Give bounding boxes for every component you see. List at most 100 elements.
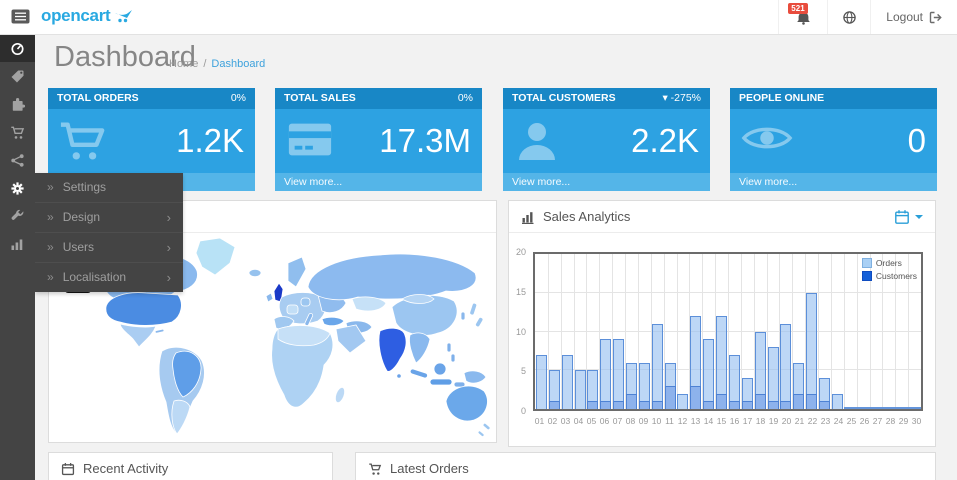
- bar-orders: [728, 354, 740, 409]
- gridline: [908, 254, 910, 409]
- bar-orders: [767, 347, 779, 409]
- view-more-link[interactable]: View more...: [503, 173, 710, 191]
- bar-orders: [741, 378, 753, 409]
- sidebar-item-extensions[interactable]: [0, 90, 35, 118]
- globe-icon: [843, 10, 856, 24]
- opencart-logo[interactable]: opencart: [41, 6, 134, 26]
- bar-orders: [754, 331, 766, 409]
- collapse-menu-icon[interactable]: [11, 9, 30, 24]
- bar-customers: [600, 401, 612, 409]
- cart-icon: [369, 462, 382, 475]
- view-more-link[interactable]: View more...: [275, 173, 482, 191]
- bar-orders: [600, 339, 612, 409]
- bar-orders: [613, 339, 625, 409]
- bar-orders: [677, 393, 689, 409]
- gridline: [895, 254, 897, 409]
- sidebar-item-tools[interactable]: [0, 202, 35, 230]
- x-tick-label: 30: [911, 416, 922, 426]
- menu-item-users[interactable]: » Users ›: [35, 233, 183, 263]
- gridline: [830, 254, 832, 409]
- y-tick-label: 10: [515, 326, 526, 337]
- x-tick-label: 09: [638, 416, 649, 426]
- bar-customers: [780, 401, 792, 409]
- logout-button[interactable]: Logout: [870, 0, 957, 34]
- bar-customers: [651, 401, 663, 409]
- sidebar-item-dashboard[interactable]: [0, 34, 35, 62]
- gridline: [535, 369, 921, 371]
- tile-title: TOTAL SALES: [284, 92, 356, 104]
- sales-analytics-panel: Sales Analytics 0 5 10 15 20 Orders: [508, 200, 936, 447]
- date-range-button[interactable]: [894, 209, 923, 225]
- bar-customers: [806, 393, 818, 409]
- sidebar-item-marketing[interactable]: [0, 146, 35, 174]
- menu-item-label: Settings: [62, 180, 107, 194]
- menu-item-design[interactable]: » Design ›: [35, 203, 183, 233]
- sidebar-item-system[interactable]: [0, 174, 35, 202]
- tile-percent: 0%: [230, 92, 246, 104]
- x-tick-label: 29: [898, 416, 909, 426]
- sidebar-item-reports[interactable]: [0, 230, 35, 258]
- menu-item-settings[interactable]: » Settings: [35, 173, 183, 203]
- gridline: [702, 254, 704, 409]
- menu-item-localisation[interactable]: » Localisation ›: [35, 263, 183, 292]
- stores-button[interactable]: [827, 0, 870, 34]
- x-tick-label: 18: [755, 416, 766, 426]
- x-tick-label: 05: [586, 416, 597, 426]
- tag-icon: [11, 70, 24, 82]
- gridline: [843, 254, 845, 409]
- tile-percent-down: ▾ -275%: [662, 92, 701, 104]
- system-flyout-menu: » Settings » Design › » Users › » Locali…: [35, 173, 183, 292]
- tile-value: 2.2K: [631, 122, 699, 159]
- double-chevron-icon: »: [47, 270, 54, 284]
- bar-orders: [780, 323, 792, 409]
- bar-orders: [716, 316, 728, 409]
- puzzle-icon: [12, 97, 25, 111]
- x-tick-label: 15: [716, 416, 727, 426]
- chevron-right-icon: ›: [166, 240, 171, 255]
- top-bar-actions: 521 Logout: [778, 0, 957, 34]
- tile-total-customers: TOTAL CUSTOMERS ▾ -275% 2.2K View more..…: [503, 88, 710, 191]
- x-tick-label: 01: [534, 416, 545, 426]
- bar-zero: [882, 407, 896, 409]
- notification-count-badge: 521: [788, 3, 808, 14]
- gridline: [689, 254, 691, 409]
- calendar-icon: [895, 209, 909, 224]
- gridline: [663, 254, 665, 409]
- breadcrumb-current[interactable]: Dashboard: [211, 58, 266, 70]
- x-axis-labels: 01 02 03 04 05 06 07 08 09 10 11 12 13 14 15 16 17 18 19 20…: [533, 416, 923, 426]
- chevron-right-icon: ›: [166, 270, 171, 285]
- gridline: [637, 254, 639, 409]
- bar-customers: [664, 385, 676, 409]
- x-tick-label: 19: [768, 416, 779, 426]
- double-chevron-icon: »: [47, 240, 54, 254]
- x-tick-label: 02: [547, 416, 558, 426]
- gridline: [625, 254, 627, 409]
- x-tick-label: 12: [677, 416, 688, 426]
- notifications-button[interactable]: 521: [778, 0, 827, 34]
- bar-customers: [818, 401, 831, 409]
- sidebar-item-sales[interactable]: [0, 118, 35, 146]
- menu-item-label: Localisation: [62, 270, 127, 284]
- tile-title: TOTAL ORDERS: [57, 92, 139, 104]
- cart-icon: [11, 126, 25, 139]
- gridline: [869, 254, 871, 409]
- gridline: [612, 254, 614, 409]
- gridline: [740, 254, 742, 409]
- x-tick-label: 06: [599, 416, 610, 426]
- tile-people-online: PEOPLE ONLINE 0 View more...: [730, 88, 937, 191]
- world-map-panel-header: [49, 201, 496, 233]
- tile-title: PEOPLE ONLINE: [739, 92, 825, 104]
- bar-customers: [690, 385, 702, 409]
- y-tick-label: 0: [520, 406, 526, 416]
- gear-icon: [11, 181, 24, 195]
- bar-customers: [703, 401, 715, 409]
- gridline: [753, 254, 755, 409]
- bar-orders: [574, 370, 586, 409]
- sidebar-item-catalog[interactable]: [0, 62, 35, 90]
- view-more-link[interactable]: View more...: [730, 173, 937, 191]
- breadcrumb-home[interactable]: Home: [169, 58, 199, 70]
- panel-title: Sales Analytics: [543, 209, 631, 224]
- double-chevron-icon: »: [47, 180, 54, 194]
- recent-activity-panel: Recent Activity: [48, 452, 333, 480]
